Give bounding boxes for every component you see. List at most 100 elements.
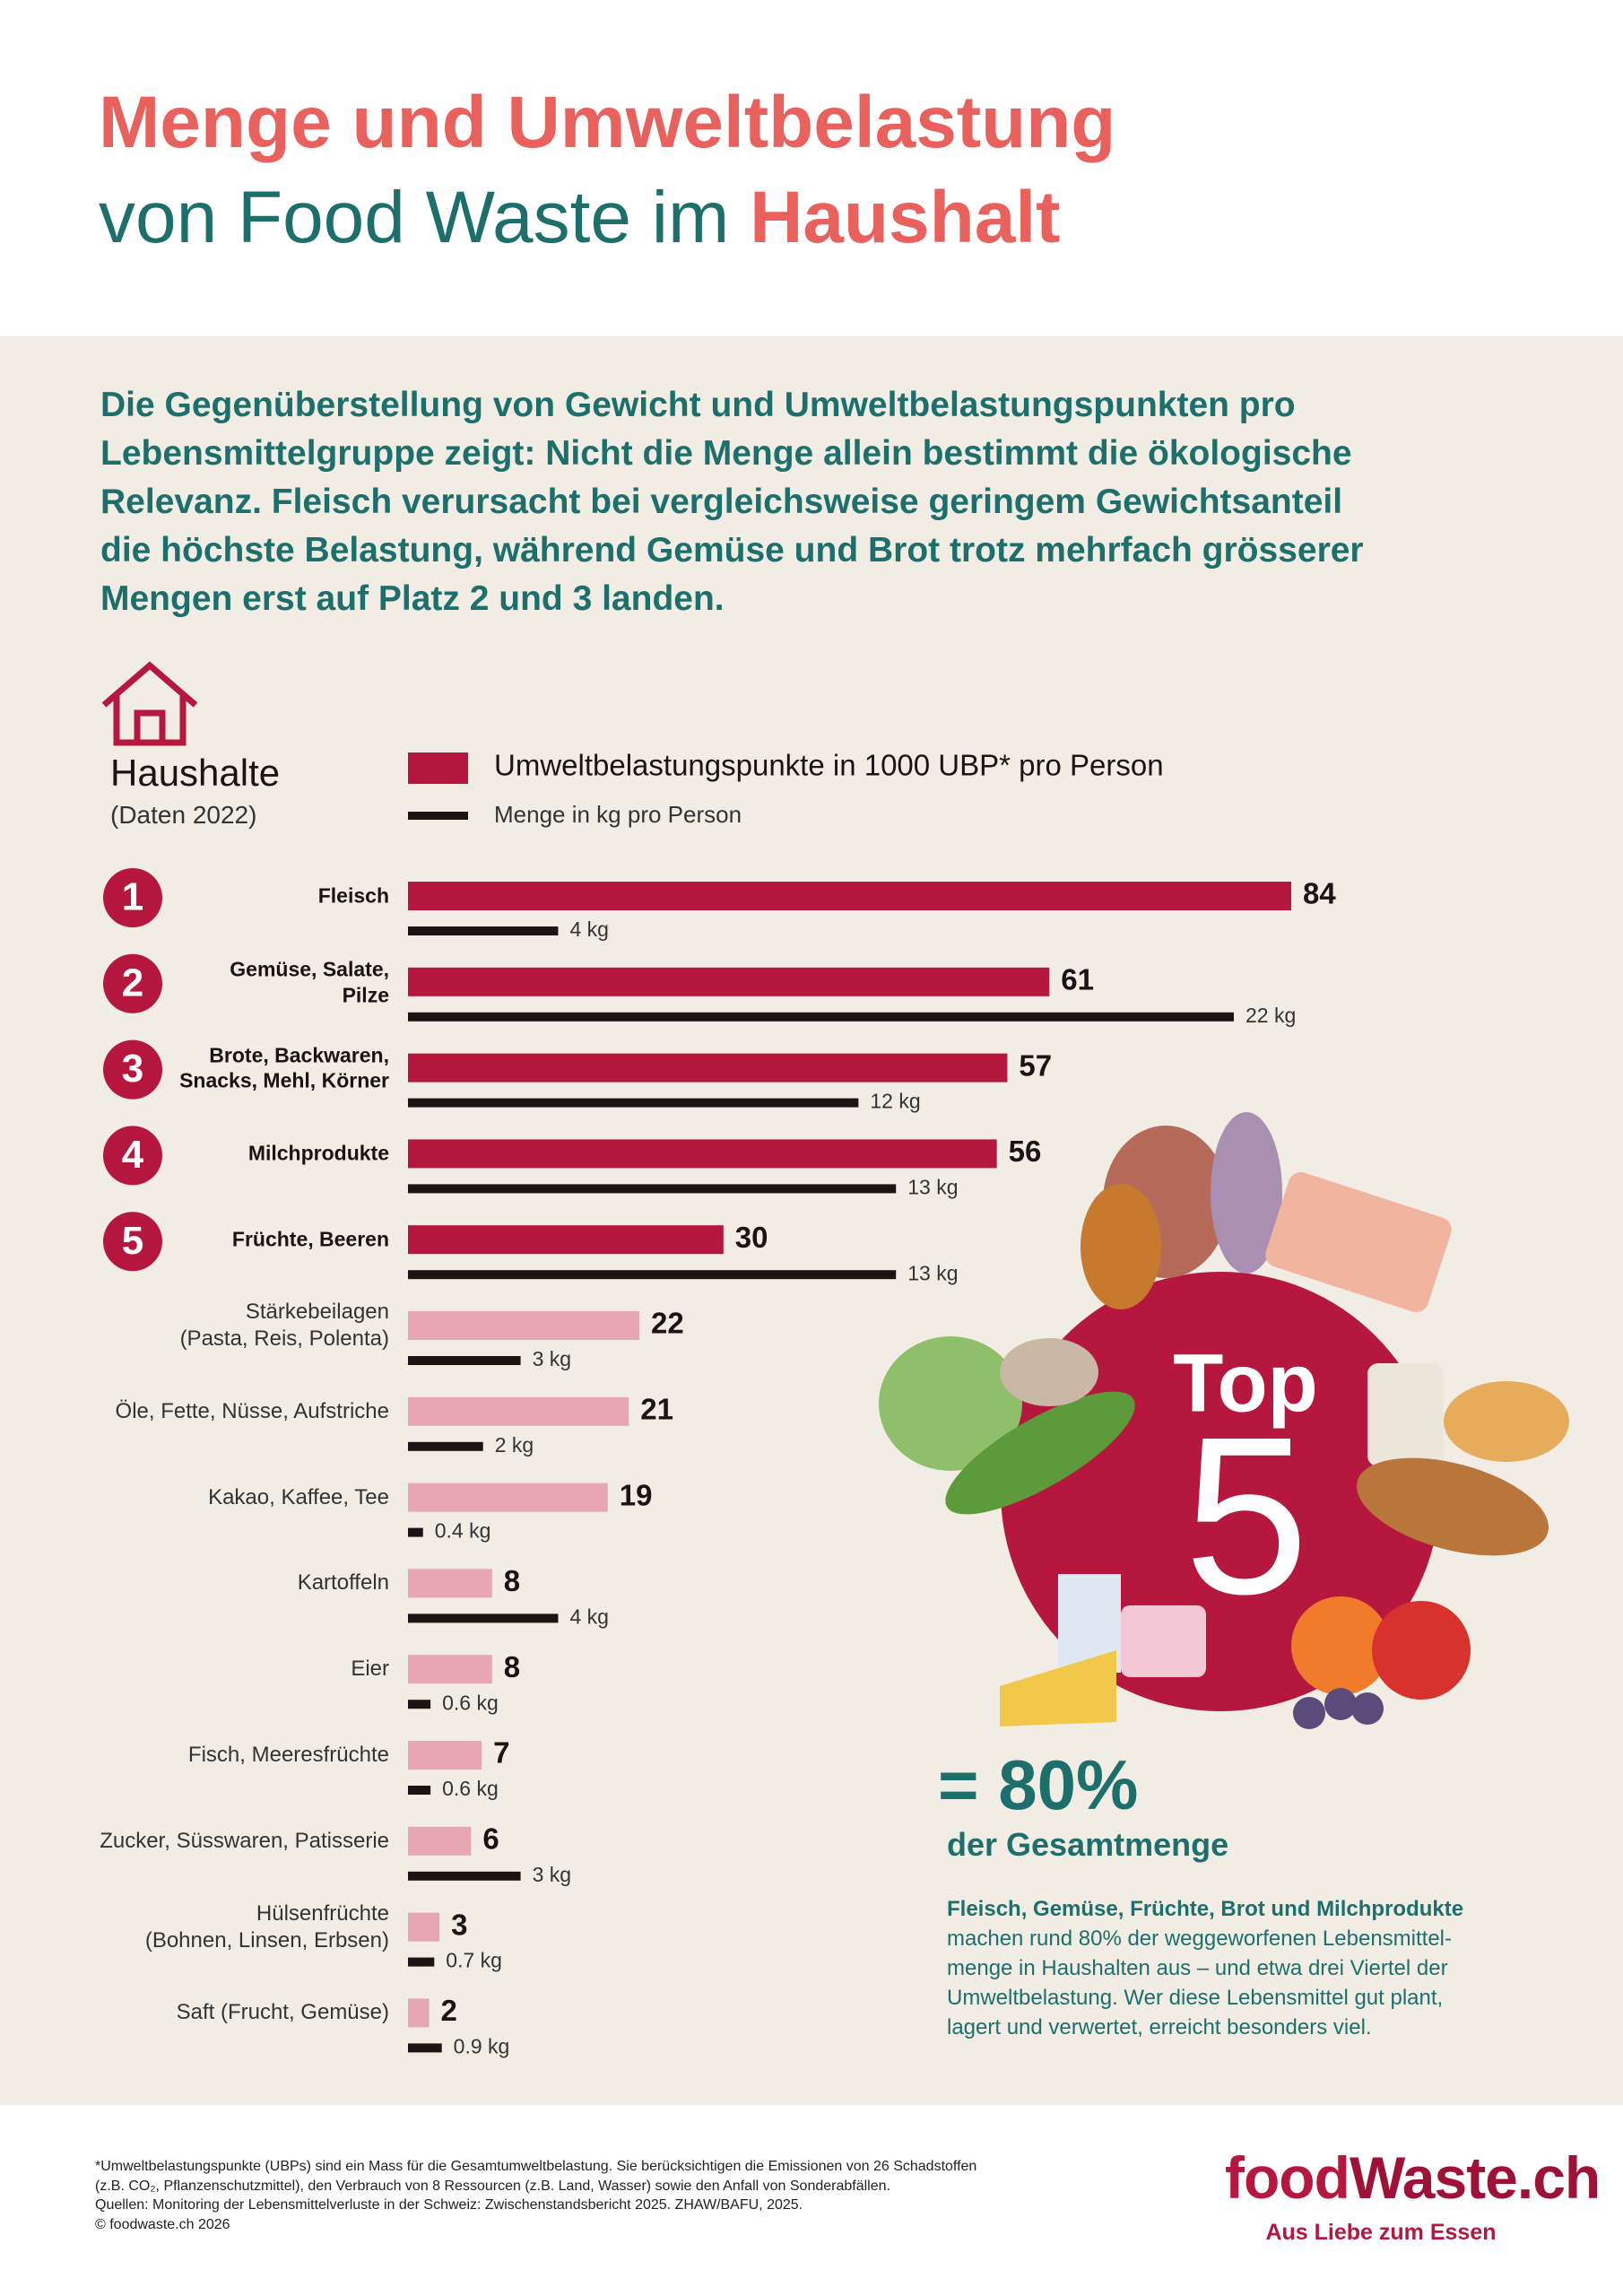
value-label: 30 — [735, 1221, 768, 1254]
value-label: 13 kg — [907, 1261, 958, 1284]
value-label: 3 kg — [533, 1863, 571, 1886]
value-label: 19 — [620, 1478, 653, 1511]
intro-line: die höchste Belastung, während Gemüse un… — [100, 531, 1364, 570]
bar — [408, 1356, 521, 1365]
value-label: 2 — [440, 1994, 456, 2027]
bar — [408, 1912, 440, 1942]
bar — [408, 1741, 482, 1770]
bar — [408, 1483, 608, 1512]
category-label: Eier — [351, 1657, 389, 1682]
summary-line: menge in Haushalten aus – und etwa drei … — [947, 1956, 1448, 1980]
category-label: Fisch, Meeresfrüchte — [187, 1743, 389, 1767]
bar — [408, 1441, 483, 1451]
rank-number: 4 — [122, 1133, 144, 1177]
value-label: 56 — [1009, 1135, 1042, 1168]
category-label: Öle, Fette, Nüsse, Aufstriche — [115, 1398, 389, 1423]
footnote-line: Quellen: Monitoring der Lebensmittelverl… — [95, 2197, 803, 2213]
value-label: 22 — [651, 1307, 684, 1340]
legend-swatch — [408, 812, 468, 820]
bar — [408, 1184, 897, 1194]
logo-part: food — [1225, 2144, 1350, 2211]
category-label: Früchte, Beeren — [231, 1227, 389, 1251]
summary-line: lagert und verwertet, erreicht besonders… — [947, 2015, 1372, 2039]
rank-number: 2 — [122, 961, 143, 1004]
value-label: 12 kg — [870, 1090, 920, 1113]
bar — [408, 1613, 559, 1623]
category-label: Kartoffeln — [297, 1570, 389, 1596]
bar — [408, 1786, 431, 1795]
rank-number: 1 — [122, 875, 143, 919]
intro-line: Die Gegenüberstellung von Gewicht und Um… — [100, 386, 1296, 424]
summary-lead: Fleisch, Gemüse, Früchte, Brot und Milch… — [947, 1897, 1464, 1921]
value-label: 0.6 kg — [442, 1691, 499, 1714]
bar — [408, 1053, 1008, 1083]
logo-part: Waste.ch — [1349, 2144, 1601, 2211]
footnote-line: *Umweltbelastungspunkte (UBPs) sind ein … — [95, 2159, 977, 2174]
badge-number: 5 — [1184, 1390, 1308, 1640]
summary-line: machen rund 80% der weggeworfenen Lebens… — [947, 1926, 1453, 1951]
value-label: 0.6 kg — [442, 1777, 499, 1800]
value-label: 2 kg — [495, 1433, 534, 1457]
category-label: Saft (Frucht, Gemüse) — [176, 2000, 389, 2025]
footnote: *Umweltbelastungspunkte (UBPs) sind ein … — [95, 2157, 976, 2234]
value-label: 0.9 kg — [454, 2034, 510, 2057]
chart-title: Haushalte — [110, 752, 281, 794]
bar — [408, 1826, 472, 1856]
intro-text: Die Gegenüberstellung von Gewicht und Um… — [100, 381, 1364, 623]
footnote-line: (z.B. CO₂, Pflanzenschutzmittel), den Ve… — [95, 2178, 890, 2194]
value-label: 7 — [493, 1736, 509, 1770]
category-label: Zucker, Süsswaren, Patisserie — [100, 1828, 389, 1853]
legend-label: Umweltbelastungspunkte in 1000 UBP* pro … — [494, 749, 1164, 782]
category-label: Brote, Backwaren, Snacks, Mehl, Körner — [179, 1042, 389, 1092]
bar — [408, 1700, 431, 1709]
bar — [408, 1569, 492, 1598]
category-label: Hülsenfrüchte (Bohnen, Linsen, Erbsen) — [144, 1900, 389, 1952]
logo-tagline: Aus Liebe zum Essen — [1265, 2220, 1497, 2245]
value-label: 57 — [1019, 1048, 1052, 1082]
bar — [408, 1527, 423, 1537]
rank-number: 3 — [122, 1047, 143, 1091]
intro-line: Mengen erst auf Platz 2 und 3 landen. — [100, 579, 725, 618]
value-label: 61 — [1061, 963, 1094, 996]
house-icon — [101, 661, 198, 746]
value-label: 4 kg — [569, 918, 608, 941]
rank-badge — [103, 1039, 162, 1100]
value-label: 4 kg — [569, 1605, 608, 1628]
bar — [408, 882, 1291, 910]
badge-top: Top — [1173, 1337, 1318, 1429]
bar — [408, 926, 559, 935]
bar — [408, 1270, 897, 1280]
summary-line: Umweltbelastung. Wer diese Lebensmittel … — [947, 1986, 1444, 2010]
bar — [408, 967, 1050, 996]
bar — [408, 1957, 435, 1967]
category-label: Kakao, Kaffee, Tee — [208, 1484, 389, 1509]
rank-badge — [103, 953, 162, 1013]
share-value: = 80% — [938, 1745, 1139, 1824]
rank-number: 5 — [122, 1219, 143, 1263]
category-label: Milchprodukte — [247, 1142, 389, 1166]
bar — [408, 1225, 724, 1255]
category-label: Stärkebeilagen (Pasta, Reis, Polenta) — [179, 1300, 389, 1351]
value-label: 0.4 kg — [435, 1519, 491, 1543]
bar — [408, 1396, 629, 1426]
title-highlight: Haushalt — [750, 177, 1061, 258]
value-label: 8 — [504, 1564, 520, 1597]
value-label: 3 — [451, 1908, 467, 1941]
intro-line: Relevanz. Fleisch verursacht bei verglei… — [100, 483, 1343, 521]
bar — [408, 1098, 859, 1108]
logo: foodWaste.ch — [1225, 2144, 1601, 2212]
rank-badge — [103, 1212, 162, 1272]
bar — [408, 1311, 639, 1340]
rank-badge — [103, 1126, 162, 1186]
food-illustration — [879, 1112, 1569, 1729]
category-label: Fleisch — [317, 883, 389, 908]
category-label: Gemüse, Salate, Pilze — [230, 957, 389, 1006]
bar — [408, 1012, 1234, 1022]
title-part: von Food Waste im — [99, 177, 730, 258]
title: Menge und Umweltbelastung — [99, 82, 1116, 163]
chart-subtitle: (Daten 2022) — [110, 801, 257, 829]
bar — [408, 1655, 492, 1684]
value-label: 22 kg — [1245, 1004, 1296, 1027]
